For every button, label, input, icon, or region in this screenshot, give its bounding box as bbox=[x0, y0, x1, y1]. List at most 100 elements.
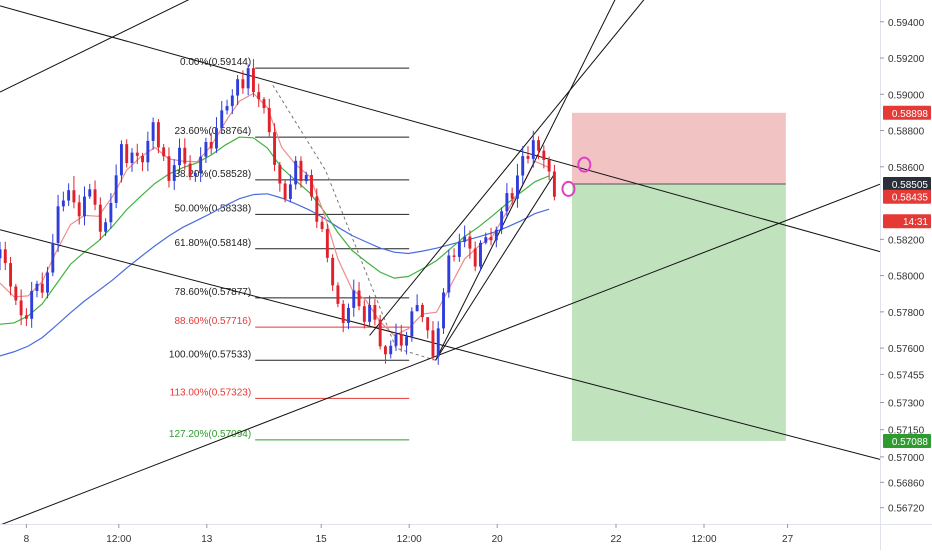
candle-bearish[interactable] bbox=[125, 139, 129, 168]
candle-bearish[interactable] bbox=[452, 248, 456, 262]
candle-bullish[interactable] bbox=[30, 281, 34, 328]
candle-bearish[interactable] bbox=[310, 169, 313, 201]
candle-bearish[interactable] bbox=[537, 136, 541, 160]
candle-bearish[interactable] bbox=[3, 241, 7, 270]
circle-marker[interactable] bbox=[577, 156, 592, 173]
candle-bullish[interactable] bbox=[500, 207, 504, 235]
candle-bearish[interactable] bbox=[341, 300, 345, 333]
candle-bullish[interactable] bbox=[505, 183, 509, 218]
candle-bearish[interactable] bbox=[399, 324, 403, 352]
projection-dashed-line[interactable] bbox=[272, 84, 436, 361]
candle-bearish[interactable] bbox=[362, 300, 366, 329]
candle-bullish[interactable] bbox=[130, 148, 134, 172]
candle-bullish[interactable] bbox=[199, 147, 203, 183]
candle-bullish[interactable] bbox=[368, 295, 372, 328]
candle-bullish[interactable] bbox=[61, 191, 65, 212]
candle-bullish[interactable] bbox=[521, 146, 525, 185]
candle-bullish[interactable] bbox=[304, 171, 308, 185]
candle-bearish[interactable] bbox=[547, 156, 551, 181]
candle-bearish[interactable] bbox=[93, 180, 97, 211]
candle-bearish[interactable] bbox=[357, 282, 361, 311]
candle-bearish[interactable] bbox=[267, 98, 271, 138]
plot-area[interactable]: 0.00%(0.59144) 23.60%(0.58764) 38.20%(0.58… bbox=[0, 0, 880, 525]
candle-bullish[interactable] bbox=[347, 303, 350, 330]
candle-bearish[interactable] bbox=[98, 197, 102, 241]
candle-bullish[interactable] bbox=[172, 159, 176, 191]
candle-bearish[interactable] bbox=[489, 227, 493, 246]
candle-bullish[interactable] bbox=[225, 99, 229, 115]
candle-bearish[interactable] bbox=[378, 314, 382, 350]
price-tag[interactable]: 0.58435 bbox=[883, 189, 931, 204]
candle-bullish[interactable] bbox=[447, 249, 451, 298]
candle-bearish[interactable] bbox=[209, 132, 213, 155]
candle-bullish[interactable] bbox=[405, 331, 409, 355]
candle-bullish[interactable] bbox=[46, 266, 49, 299]
candle-bearish[interactable] bbox=[431, 321, 435, 361]
candle-bearish[interactable] bbox=[251, 59, 255, 98]
trendline[interactable] bbox=[0, 229, 880, 460]
candle-bullish[interactable] bbox=[288, 174, 292, 203]
candle-bullish[interactable] bbox=[531, 130, 535, 168]
candle-bullish[interactable] bbox=[114, 164, 118, 209]
candle-bullish[interactable] bbox=[67, 183, 71, 206]
candle-bearish[interactable] bbox=[552, 164, 556, 201]
candle-bearish[interactable] bbox=[19, 289, 23, 326]
candle-bullish[interactable] bbox=[479, 240, 482, 271]
candle-bullish[interactable] bbox=[193, 169, 197, 182]
candle-bullish[interactable] bbox=[394, 323, 398, 352]
price-tag[interactable]: 14:31 bbox=[883, 214, 931, 229]
candle-bearish[interactable] bbox=[241, 70, 245, 94]
candle-bullish[interactable] bbox=[415, 294, 419, 312]
candle-bearish[interactable] bbox=[72, 176, 76, 209]
candle-bullish[interactable] bbox=[436, 321, 440, 365]
candle-bearish[interactable] bbox=[526, 146, 530, 164]
candle-bearish[interactable] bbox=[278, 161, 282, 192]
candle-bullish[interactable] bbox=[246, 64, 250, 96]
circle-marker[interactable] bbox=[561, 180, 576, 197]
candle-bullish[interactable] bbox=[56, 194, 60, 253]
candle-bullish[interactable] bbox=[119, 140, 123, 183]
candle-bearish[interactable] bbox=[141, 152, 145, 172]
candle-bearish[interactable] bbox=[14, 283, 18, 305]
candle-bearish[interactable] bbox=[468, 230, 472, 259]
take-profit-zone[interactable] bbox=[572, 184, 786, 441]
candle-bullish[interactable] bbox=[0, 242, 2, 271]
candle-bearish[interactable] bbox=[315, 188, 319, 229]
candle-bearish[interactable] bbox=[257, 83, 261, 108]
candle-bearish[interactable] bbox=[331, 254, 335, 292]
candle-bullish[interactable] bbox=[204, 137, 208, 164]
price-tag[interactable]: 0.58505 bbox=[883, 177, 931, 192]
candle-bearish[interactable] bbox=[24, 308, 28, 327]
trendline[interactable] bbox=[369, 0, 660, 336]
candle-bearish[interactable] bbox=[188, 155, 192, 181]
candle-bearish[interactable] bbox=[420, 302, 424, 323]
candle-bearish[interactable] bbox=[77, 194, 81, 225]
candle-bearish[interactable] bbox=[273, 123, 277, 172]
candle-bullish[interactable] bbox=[146, 131, 150, 172]
candle-bullish[interactable] bbox=[151, 117, 155, 150]
candle-bullish[interactable] bbox=[442, 288, 445, 334]
candle-bearish[interactable] bbox=[9, 256, 13, 296]
candle-bullish[interactable] bbox=[236, 75, 240, 105]
candle-bullish[interactable] bbox=[35, 280, 39, 298]
candle-bearish[interactable] bbox=[320, 216, 324, 233]
candle-bearish[interactable] bbox=[542, 145, 546, 169]
trendline[interactable] bbox=[435, 173, 555, 361]
candle-bullish[interactable] bbox=[352, 279, 356, 317]
candle-bullish[interactable] bbox=[494, 226, 498, 248]
trendline[interactable] bbox=[435, 0, 625, 361]
candle-bearish[interactable] bbox=[283, 179, 287, 203]
price-tag[interactable]: 0.57088 bbox=[883, 433, 931, 448]
candle-bullish[interactable] bbox=[220, 100, 224, 133]
candle-bearish[interactable] bbox=[510, 187, 514, 205]
candle-bearish[interactable] bbox=[473, 241, 477, 272]
trendline[interactable] bbox=[0, 5, 880, 253]
candle-bearish[interactable] bbox=[373, 298, 377, 326]
candle-bullish[interactable] bbox=[294, 156, 298, 190]
candle-bullish[interactable] bbox=[515, 163, 519, 208]
candle-bullish[interactable] bbox=[109, 193, 113, 229]
time-axis[interactable]: 8 12:00 13 15 12:00 20 22 12:00 27 bbox=[24, 524, 794, 545]
candle-bearish[interactable] bbox=[162, 143, 166, 162]
candle-bullish[interactable] bbox=[178, 138, 181, 173]
